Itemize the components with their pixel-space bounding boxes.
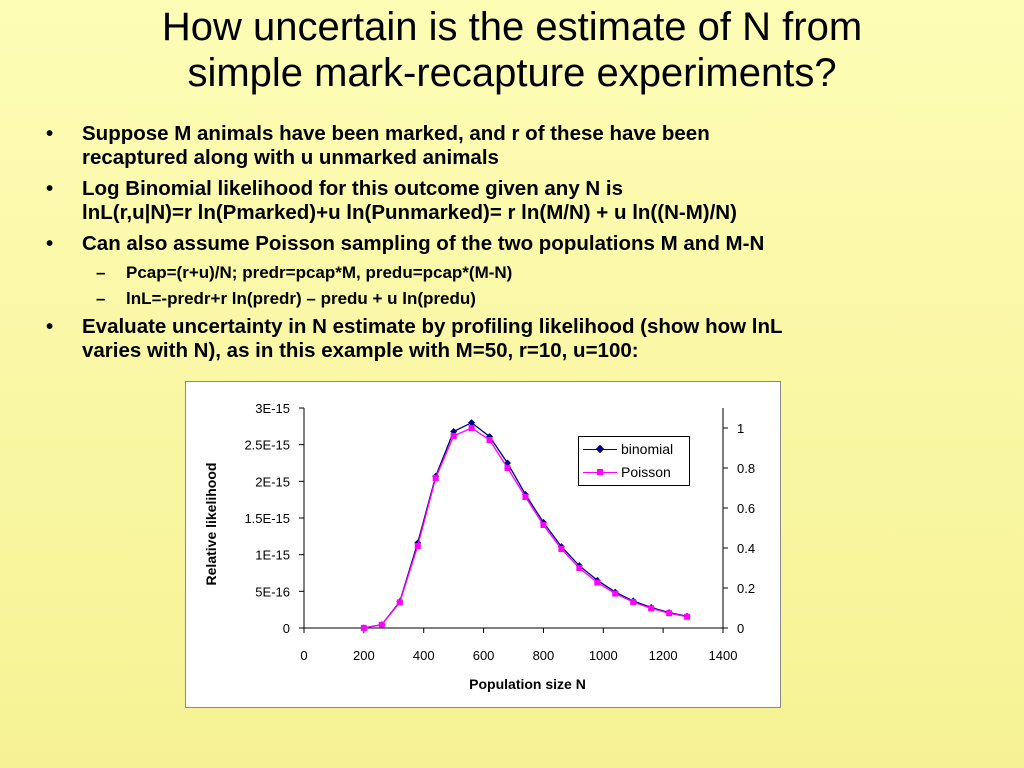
y-left-tick-label: 1E-15	[255, 548, 290, 563]
y-left-tick-label: 5E-16	[255, 584, 290, 599]
y-right-tick-label: 0.2	[737, 581, 755, 596]
slide-title: How uncertain is the estimate of N from …	[0, 4, 1024, 96]
chart-frame: 0 5E-16 1E-15 1.5E-15 2E-15 2.5E-15 3E-15 0 0.2 0…	[185, 381, 781, 708]
bullet-3: • Can also assume Poisson sampling of th…	[40, 232, 1000, 256]
x-tick-label: 0	[300, 648, 307, 663]
series-point-poisson	[558, 546, 565, 552]
y-axis-label: Relative likelihood	[203, 463, 219, 586]
legend-label-binomial: binomial	[621, 440, 674, 457]
bullet-symbol: •	[46, 315, 54, 338]
bullet-1: • Suppose M animals have been marked, an…	[40, 122, 1000, 170]
x-tick-label: 1000	[589, 648, 618, 663]
dash-symbol: –	[96, 289, 106, 308]
bullet-list: • Suppose M animals have been marked, an…	[40, 122, 1000, 370]
series-point-poisson	[576, 565, 583, 571]
y-right-tick-label: 1	[737, 421, 744, 436]
x-tick-label: 1200	[649, 648, 678, 663]
bullet-3-line-1: Can also assume Poisson sampling of the …	[82, 232, 765, 255]
series-point-poisson	[684, 613, 691, 620]
sub-bullet-2: – lnL=-predr+r ln(predr) – predu + u ln(…	[40, 289, 1000, 309]
bullet-2: • Log Binomial likelihood for this outco…	[40, 177, 1000, 225]
bullet-2-line-1: Log Binomial likelihood for this outcome…	[82, 177, 624, 200]
legend-item-poisson: Poisson	[579, 460, 689, 483]
x-tick-label: 1400	[709, 648, 738, 663]
legend-label-poisson: Poisson	[621, 463, 671, 480]
series-point-binomial	[486, 433, 494, 441]
series-point-poisson	[648, 605, 655, 612]
x-tick-label: 200	[353, 648, 375, 663]
bullet-4-line-1: Evaluate uncertainty in N estimate by pr…	[82, 315, 783, 338]
bullet-1-line-1: Suppose M animals have been marked, and …	[82, 122, 710, 145]
series-point-poisson	[432, 475, 439, 481]
series-point-poisson	[378, 621, 385, 628]
bullet-1-line-2: recaptured along with u unmarked animals	[82, 146, 499, 169]
bullet-4-line-2: varies with N), as in this example with …	[82, 339, 639, 362]
series-point-poisson	[522, 494, 529, 500]
x-tick-label: 800	[533, 648, 555, 663]
x-tick-label: 600	[473, 648, 495, 663]
chart-legend: binomial Poisson	[578, 436, 690, 486]
y-left-tick-label: 2E-15	[255, 474, 290, 489]
x-axis-label: Population size N	[469, 676, 586, 692]
y-right-tick-label: 0.4	[737, 541, 755, 556]
legend-swatch-poisson	[583, 465, 617, 479]
legend-item-binomial: binomial	[579, 437, 689, 460]
title-line-1: How uncertain is the estimate of N from	[161, 5, 863, 49]
y-left-tick-label: 1.5E-15	[244, 511, 290, 526]
y-left-tick-label: 3E-15	[255, 401, 290, 416]
series-point-poisson	[396, 599, 403, 606]
sub-bullet-1-text: Pcap=(r+u)/N; predr=pcap*M, predu=pcap*(…	[126, 263, 513, 282]
y-right-tick-label: 0	[737, 621, 744, 636]
series-point-poisson	[360, 624, 367, 631]
series-point-poisson	[540, 522, 547, 528]
sub-bullet-1: – Pcap=(r+u)/N; predr=pcap*M, predu=pcap…	[40, 263, 1000, 283]
series-point-poisson	[630, 599, 637, 605]
x-tick-label: 400	[413, 648, 435, 663]
y-right-tick-label: 0.6	[737, 501, 755, 516]
series-point-poisson	[486, 437, 493, 443]
likelihood-chart: 0 5E-16 1E-15 1.5E-15 2E-15 2.5E-15 3E-15 0 0.2 0…	[203, 401, 755, 692]
series-point-poisson	[666, 610, 673, 617]
bullet-symbol: •	[46, 177, 54, 200]
series-point-binomial	[468, 419, 476, 427]
series-point-binomial	[450, 427, 458, 435]
bullet-2-line-2: lnL(r,u|N)=r ln(Pmarked)+u ln(Punmarked)…	[82, 201, 737, 224]
series-point-poisson	[594, 579, 601, 586]
y-left-tick-label: 2.5E-15	[244, 438, 290, 453]
dash-symbol: –	[96, 263, 106, 282]
legend-swatch-binomial	[583, 442, 617, 456]
series-point-poisson	[504, 465, 511, 471]
bullet-4: • Evaluate uncertainty in N estimate by …	[40, 315, 1000, 363]
bullet-symbol: •	[46, 232, 54, 255]
title-line-2: simple mark-recapture experiments?	[187, 51, 837, 95]
series-point-poisson	[612, 590, 619, 597]
series-point-poisson	[414, 543, 421, 549]
bullet-symbol: •	[46, 122, 54, 145]
sub-bullet-2-text: lnL=-predr+r ln(predr) – predu + u ln(pr…	[126, 289, 476, 308]
series-point-poisson	[450, 433, 457, 439]
y-left-tick-label: 0	[283, 621, 290, 636]
series-point-poisson	[468, 425, 475, 431]
y-right-tick-label: 0.8	[737, 461, 755, 476]
